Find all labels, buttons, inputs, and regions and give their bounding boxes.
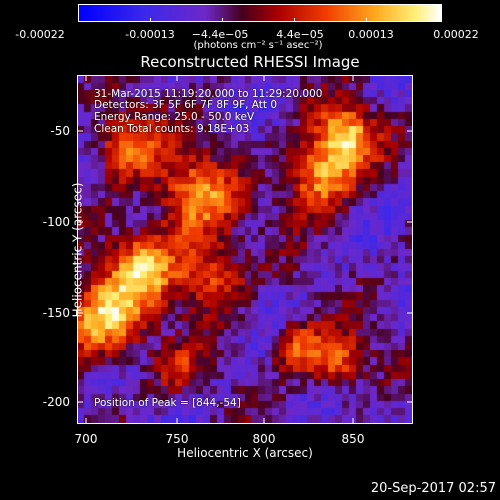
y-tick-label: -150 xyxy=(42,306,70,320)
y-tick-label: -200 xyxy=(42,395,70,409)
y-tick-label: -50 xyxy=(50,124,70,138)
y-axis-label: Heliocentric Y (arcsec) xyxy=(70,182,85,318)
x-tick-label: 700 xyxy=(74,432,98,446)
colorbar-tick-label: 0.00013 xyxy=(348,28,394,41)
x-tick-label: 750 xyxy=(165,432,189,446)
colorbar-tick-label: -0.00022 xyxy=(15,28,65,41)
render-timestamp: 20-Sep-2017 02:57 xyxy=(370,481,496,496)
colorbar-tick-label: -0.00013 xyxy=(125,28,175,41)
colorbar-tickmark xyxy=(78,18,79,22)
colorbar-tickmark xyxy=(294,18,295,22)
colorbar-tick-label: −4.4e−05 xyxy=(191,28,249,41)
colorbar-tickmark xyxy=(366,18,367,22)
colorbar-tickmark xyxy=(222,18,223,22)
annotation-energy-range: Energy Range: 25.0 - 50.0 keV xyxy=(94,111,255,123)
colorbar-tickmark xyxy=(439,18,440,22)
colorbar xyxy=(78,4,442,22)
chart-title: Reconstructed RHESSI Image xyxy=(140,53,360,71)
annotation-detectors: Detectors: 3F 5F 6F 7F 8F 9F, Att 0 xyxy=(94,99,278,111)
x-tick-label: 800 xyxy=(252,432,276,446)
annotation-peak-position: Position of Peak = [844,-54] xyxy=(94,397,241,409)
x-tick-label: 850 xyxy=(341,432,365,446)
colorbar-tickmark xyxy=(150,18,151,22)
plot-area xyxy=(77,75,413,424)
colorbar-gradient xyxy=(79,5,441,21)
colorbar-units-label: (photons cm⁻² s⁻¹ asec⁻²) xyxy=(193,40,323,51)
y-tick-label: -100 xyxy=(42,215,70,229)
annotation-clean-counts: Clean Total counts: 9.18E+03 xyxy=(94,123,250,135)
heatmap-image xyxy=(78,76,412,423)
annotation-time-range: 31-Mar-2015 11:19:20.000 to 11:29:20.000 xyxy=(94,88,323,100)
colorbar-tick-label: 0.00022 xyxy=(433,28,479,41)
x-axis-label: Heliocentric X (arcsec) xyxy=(177,446,313,460)
colorbar-tick-label: 4.4e−05 xyxy=(276,28,324,41)
